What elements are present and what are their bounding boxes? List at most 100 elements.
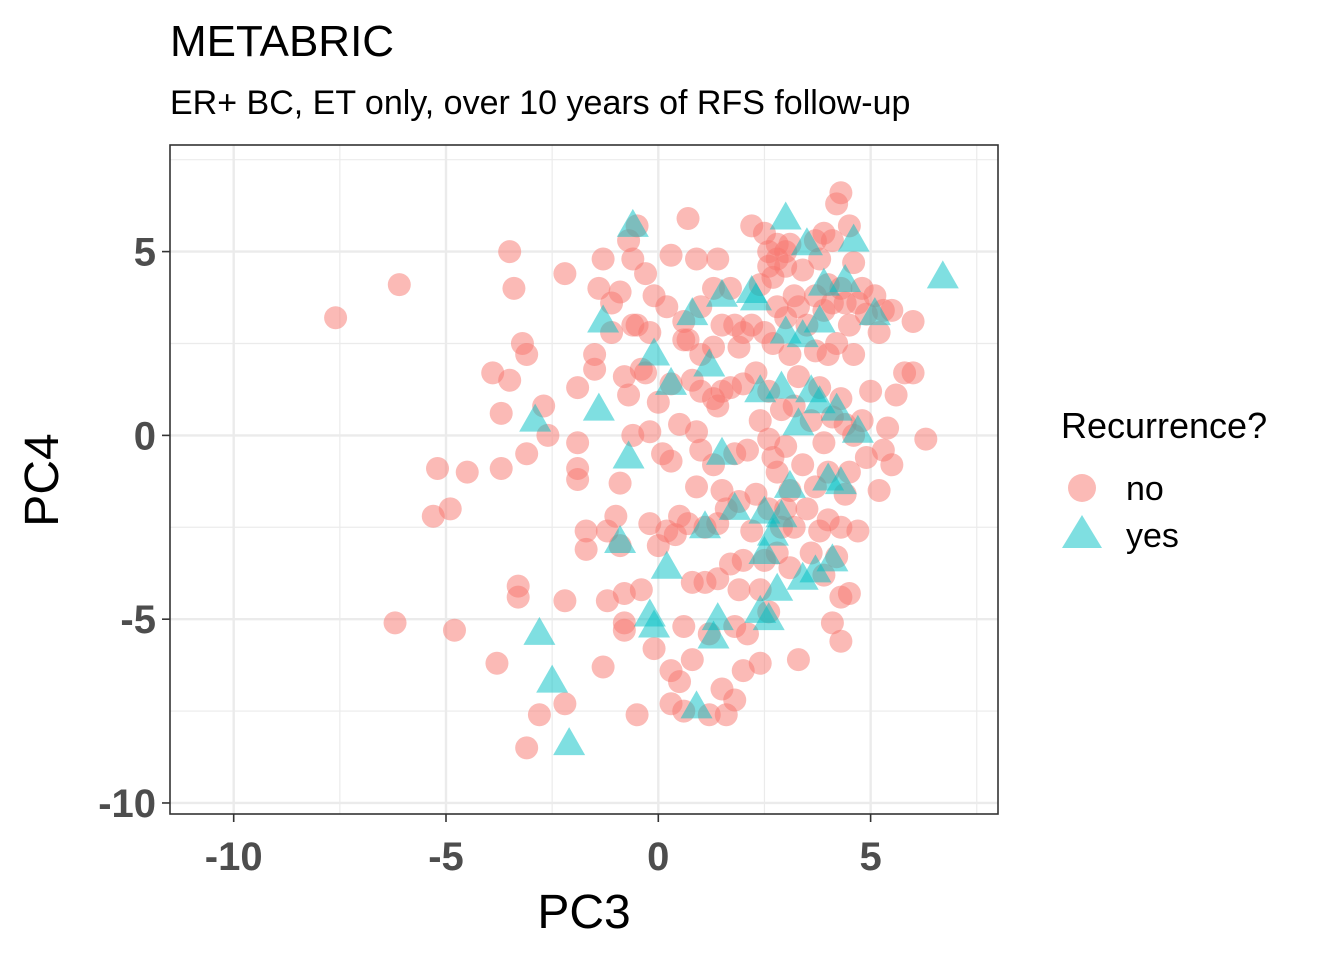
data-point-yes	[587, 304, 620, 333]
data-point-yes	[519, 403, 552, 432]
data-point-no	[765, 460, 789, 484]
data-point-no	[680, 648, 704, 672]
data-point-no	[706, 247, 730, 271]
data-point-no	[566, 376, 590, 400]
data-point-yes	[650, 550, 683, 579]
legend-title: Recurrence?	[1061, 405, 1267, 446]
data-point-no	[668, 670, 692, 694]
data-point-no	[498, 240, 522, 264]
data-point-yes	[536, 664, 569, 693]
data-point-yes	[926, 260, 959, 289]
data-point-no	[655, 295, 679, 319]
data-point-no	[748, 409, 772, 433]
x-axis-title: PC3	[537, 886, 630, 939]
data-point-no	[634, 361, 658, 385]
data-point-no	[604, 504, 628, 528]
data-point-yes	[693, 348, 726, 377]
data-point-no	[553, 262, 577, 286]
data-point-no	[659, 243, 683, 267]
data-point-yes	[803, 385, 836, 414]
data-point-no	[820, 611, 844, 635]
data-point-no	[735, 438, 759, 462]
data-point-no	[426, 456, 450, 480]
data-point-no	[502, 276, 526, 300]
data-point-no	[791, 258, 815, 282]
data-point-no	[442, 618, 466, 642]
data-point-yes	[706, 278, 738, 307]
y-axis-title: PC4	[16, 433, 69, 526]
data-point-yes	[718, 491, 751, 520]
data-point-no	[438, 497, 462, 521]
data-point-no	[740, 519, 764, 543]
data-point-no	[825, 331, 849, 355]
data-point-no	[617, 383, 641, 407]
data-point-yes	[761, 572, 794, 601]
data-point-yes	[523, 616, 556, 645]
x-tick-label: 0	[647, 835, 669, 879]
data-point-no	[498, 368, 522, 392]
data-point-no	[676, 207, 700, 231]
data-point-yes	[748, 536, 781, 565]
data-point-no	[778, 556, 802, 580]
data-point-no	[812, 431, 836, 455]
x-tick-label: -10	[205, 835, 263, 879]
data-point-no	[608, 471, 632, 495]
data-point-yes	[782, 407, 815, 436]
legend: Recurrence? no yes	[1061, 405, 1267, 555]
data-point-no	[612, 618, 636, 642]
data-point-no	[324, 306, 348, 330]
data-point-yes	[773, 469, 806, 498]
data-point-no	[791, 453, 815, 477]
data-point-no	[574, 537, 598, 561]
data-point-no	[837, 581, 861, 605]
data-point-no	[685, 247, 709, 271]
data-point-no	[710, 479, 734, 503]
data-point-no	[634, 262, 658, 286]
data-point-no	[515, 442, 539, 466]
legend-key-no-circle	[1068, 474, 1096, 502]
data-point-no	[489, 456, 513, 480]
data-point-no	[774, 434, 798, 458]
y-tick-label: 5	[134, 231, 156, 275]
data-point-yes	[765, 370, 798, 399]
data-point-no	[786, 648, 810, 672]
y-tick-label: -5	[120, 598, 156, 642]
data-point-no	[527, 703, 551, 727]
data-point-no	[591, 655, 615, 679]
data-point-no	[876, 416, 900, 440]
x-tick-label: -5	[428, 835, 464, 879]
data-point-no	[608, 280, 632, 304]
data-point-no	[842, 343, 866, 367]
data-point-yes	[799, 554, 832, 583]
data-point-no	[842, 251, 866, 275]
data-point-yes	[676, 297, 709, 326]
data-point-no	[846, 519, 870, 543]
data-point-no	[485, 651, 509, 675]
data-point-yes	[739, 282, 772, 311]
data-point-no	[591, 247, 615, 271]
data-point-yes	[820, 392, 853, 421]
data-point-yes	[612, 440, 645, 469]
data-point-yes	[638, 609, 671, 638]
data-point-no	[731, 548, 755, 572]
data-point-no	[735, 622, 759, 646]
data-point-yes	[786, 319, 819, 348]
data-point-no	[659, 449, 683, 473]
data-point-yes	[756, 517, 789, 546]
data-point-no	[786, 365, 810, 389]
data-point-yes	[765, 499, 798, 528]
y-tick-label: -10	[98, 782, 156, 826]
data-point-yes	[638, 337, 671, 366]
data-point-no	[553, 589, 577, 613]
data-point-no	[685, 475, 709, 499]
data-point-yes	[803, 304, 836, 333]
data-point-no	[795, 497, 819, 521]
data-point-no	[786, 295, 810, 319]
data-point-yes	[829, 264, 862, 293]
data-point-no	[638, 420, 662, 444]
axis-ticks: -10 -5 0 5 -10 -5 0 5	[98, 231, 882, 879]
data-point-yes	[752, 602, 785, 631]
data-point-yes	[824, 466, 857, 495]
legend-key-yes-triangle	[1062, 515, 1102, 548]
legend-label-yes: yes	[1126, 517, 1179, 555]
